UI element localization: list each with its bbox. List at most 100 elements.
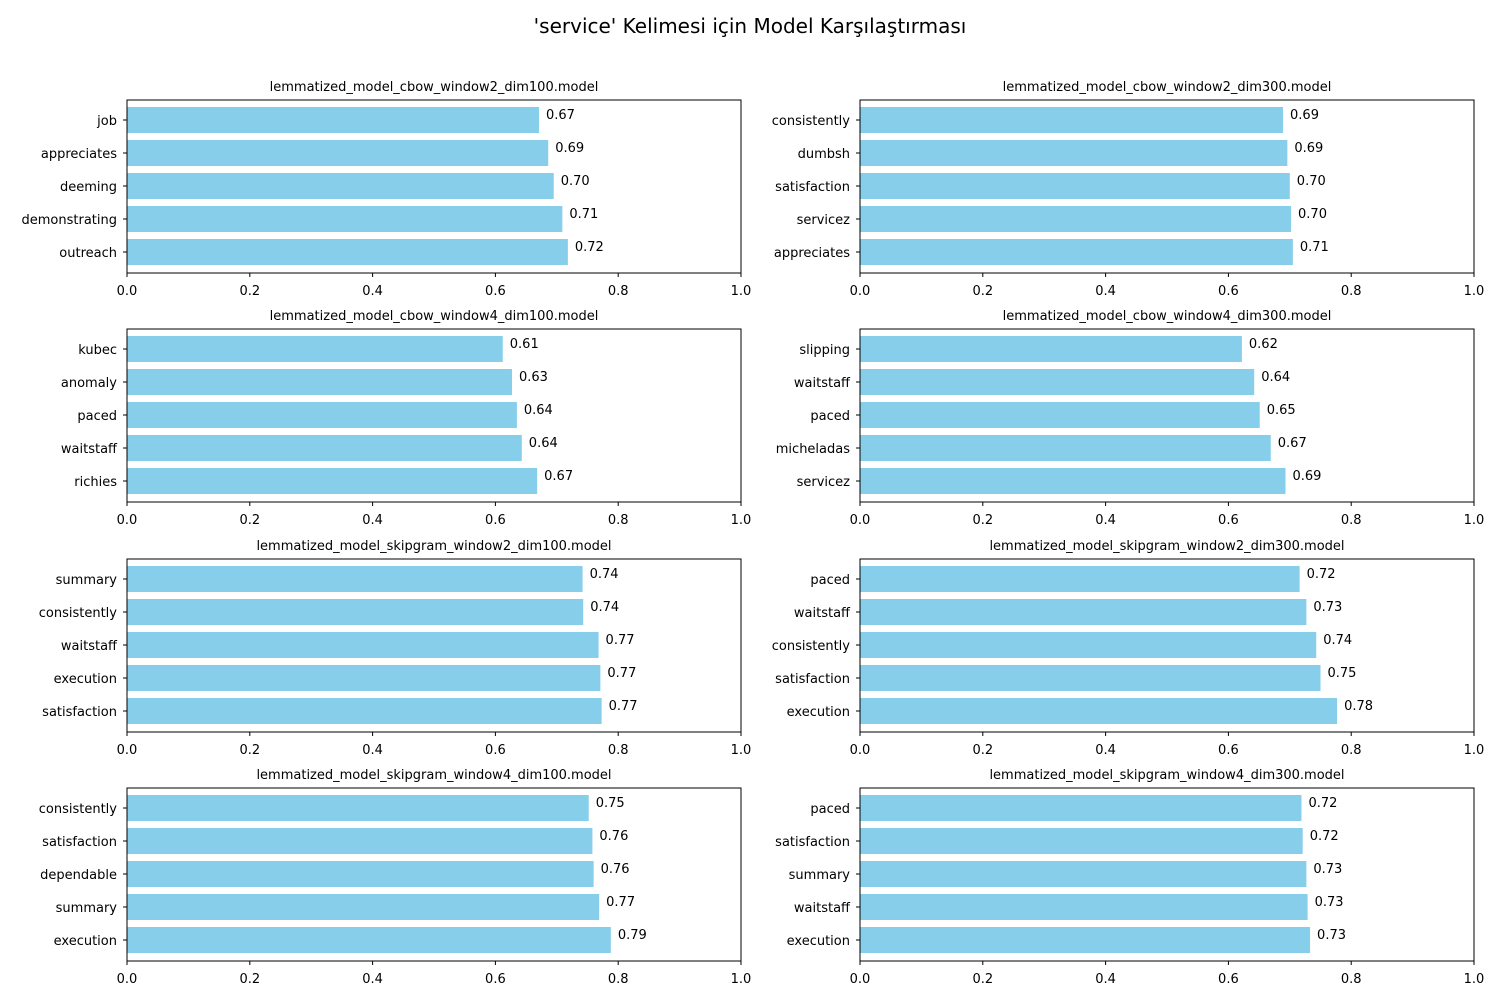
x-tick-label: 0.8 [608, 284, 629, 299]
y-tick-label: satisfaction [42, 705, 117, 720]
bar-appreciates [860, 239, 1293, 265]
data-label: 0.65 [1267, 403, 1296, 418]
bar-paced [127, 402, 517, 428]
data-label: 0.70 [1297, 174, 1326, 189]
bar-execution [127, 665, 601, 691]
data-label: 0.79 [618, 928, 647, 943]
bar-waitstaff [860, 599, 1307, 625]
bar-execution [860, 927, 1311, 953]
x-tick-label: 1.0 [1464, 513, 1485, 528]
y-tick-label: deeming [60, 180, 117, 195]
x-tick-label: 0.2 [972, 972, 993, 987]
subplot-title: lemmatized_model_skipgram_window4_dim100… [256, 768, 611, 783]
bar-satisfaction [860, 173, 1290, 199]
bar-waitstaff [860, 369, 1255, 395]
x-tick-label: 1.0 [731, 284, 752, 299]
bar-summary [127, 894, 600, 920]
y-tick-label: waitstaff [794, 901, 851, 916]
data-label: 0.76 [599, 829, 628, 844]
x-tick-label: 1.0 [731, 972, 752, 987]
subplot-4: lemmatized_model_cbow_window4_dim300.mod… [776, 309, 1485, 528]
data-label: 0.67 [546, 108, 575, 123]
x-tick-label: 0.2 [972, 284, 993, 299]
bar-appreciates [127, 140, 549, 166]
data-label: 0.69 [555, 141, 584, 156]
data-label: 0.64 [529, 436, 558, 451]
bar-execution [127, 927, 611, 953]
data-label: 0.71 [569, 207, 598, 222]
y-tick-label: waitstaff [794, 606, 851, 621]
y-tick-label: summary [789, 868, 851, 883]
axes-frame [859, 558, 1475, 733]
bar-waitstaff [860, 894, 1308, 920]
bar-deeming [127, 173, 554, 199]
y-tick-label: paced [810, 573, 850, 588]
x-tick-label: 0.8 [1341, 284, 1362, 299]
y-tick-label: satisfaction [775, 180, 850, 195]
x-tick-label: 0.4 [1095, 972, 1116, 987]
bar-satisfaction [127, 828, 593, 854]
bar-job [127, 107, 539, 133]
y-tick-label: execution [54, 934, 117, 949]
data-label: 0.75 [596, 796, 625, 811]
x-tick-label: 0.6 [1218, 513, 1239, 528]
x-tick-label: 0.8 [608, 743, 629, 758]
x-tick-label: 0.2 [972, 743, 993, 758]
x-tick-label: 0.2 [239, 513, 260, 528]
x-tick-label: 0.0 [850, 743, 871, 758]
bar-summary [127, 566, 583, 592]
subplot-title: lemmatized_model_cbow_window4_dim300.mod… [1003, 309, 1332, 324]
y-tick-label: appreciates [41, 147, 117, 162]
data-label: 0.75 [1328, 666, 1357, 681]
x-tick-label: 0.6 [1218, 284, 1239, 299]
x-tick-label: 0.0 [850, 284, 871, 299]
bar-satisfaction [860, 828, 1303, 854]
x-tick-label: 0.0 [850, 513, 871, 528]
x-tick-label: 0.8 [608, 513, 629, 528]
data-label: 0.69 [1290, 108, 1319, 123]
bar-dependable [127, 861, 594, 887]
data-label: 0.67 [1278, 436, 1307, 451]
bar-micheladas [860, 435, 1271, 461]
subplot-3: lemmatized_model_cbow_window4_dim100.mod… [61, 309, 751, 528]
x-tick-label: 0.0 [850, 972, 871, 987]
subplot-2: lemmatized_model_cbow_window2_dim300.mod… [772, 80, 1485, 299]
axes-frame [126, 99, 742, 274]
y-tick-label: dumbsh [798, 147, 850, 162]
bar-consistently [860, 107, 1284, 133]
data-label: 0.67 [544, 469, 573, 484]
x-tick-label: 0.2 [239, 972, 260, 987]
data-label: 0.72 [1308, 796, 1337, 811]
data-label: 0.62 [1249, 337, 1278, 352]
y-tick-label: appreciates [774, 246, 850, 261]
x-tick-label: 0.8 [1341, 743, 1362, 758]
bar-slipping [860, 336, 1242, 362]
subplot-title: lemmatized_model_skipgram_window2_dim100… [256, 539, 611, 554]
bar-consistently [860, 632, 1317, 658]
data-label: 0.72 [1310, 829, 1339, 844]
x-tick-label: 0.2 [239, 284, 260, 299]
bar-demonstrating [127, 206, 563, 232]
x-tick-label: 0.4 [1095, 743, 1116, 758]
x-tick-label: 0.4 [362, 513, 383, 528]
y-tick-label: dependable [40, 868, 117, 883]
bar-outreach [127, 239, 568, 265]
y-tick-label: paced [810, 409, 850, 424]
subplot-5: lemmatized_model_skipgram_window2_dim100… [39, 539, 752, 758]
bar-waitstaff [127, 632, 599, 658]
subplot-title: lemmatized_model_skipgram_window4_dim300… [989, 768, 1344, 783]
y-tick-label: slipping [799, 343, 850, 358]
bar-consistently [127, 795, 589, 821]
subplot-8: lemmatized_model_skipgram_window4_dim300… [775, 768, 1484, 987]
x-tick-label: 0.4 [1095, 284, 1116, 299]
data-label: 0.63 [519, 370, 548, 385]
x-tick-label: 0.8 [608, 972, 629, 987]
subplot-1: lemmatized_model_cbow_window2_dim100.mod… [22, 80, 752, 299]
x-tick-label: 0.0 [117, 743, 138, 758]
subplot-7: lemmatized_model_skipgram_window4_dim100… [39, 768, 752, 987]
bar-servicez [860, 468, 1286, 494]
y-tick-label: paced [810, 802, 850, 817]
bar-richies [127, 468, 538, 494]
axes-frame [126, 558, 742, 733]
y-tick-label: kubec [78, 343, 117, 358]
